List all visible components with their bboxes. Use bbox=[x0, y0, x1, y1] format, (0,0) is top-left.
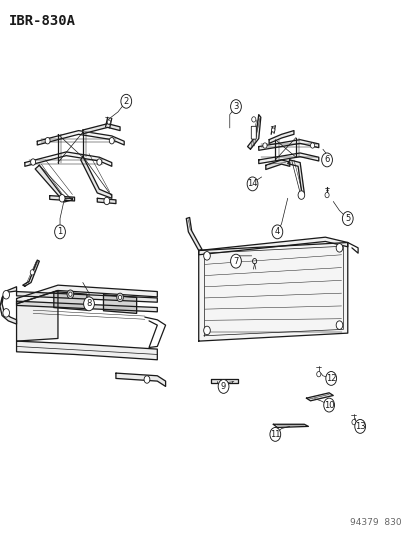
Circle shape bbox=[69, 292, 72, 296]
Text: 4: 4 bbox=[274, 228, 279, 236]
Polygon shape bbox=[17, 290, 58, 341]
Text: 2: 2 bbox=[123, 97, 128, 106]
Polygon shape bbox=[186, 217, 202, 251]
Circle shape bbox=[323, 398, 334, 412]
Circle shape bbox=[55, 225, 65, 239]
Polygon shape bbox=[258, 153, 318, 164]
Circle shape bbox=[59, 195, 65, 202]
Text: IBR-830A: IBR-830A bbox=[9, 14, 76, 28]
Polygon shape bbox=[0, 287, 17, 324]
Circle shape bbox=[203, 326, 210, 335]
Circle shape bbox=[109, 138, 114, 144]
Circle shape bbox=[354, 419, 365, 433]
Circle shape bbox=[97, 159, 102, 165]
Circle shape bbox=[107, 120, 110, 124]
Circle shape bbox=[325, 372, 336, 385]
Circle shape bbox=[342, 212, 352, 225]
Polygon shape bbox=[37, 131, 124, 145]
Text: 11: 11 bbox=[269, 430, 280, 439]
FancyBboxPatch shape bbox=[251, 126, 256, 139]
Circle shape bbox=[30, 270, 34, 275]
Circle shape bbox=[3, 309, 9, 317]
Circle shape bbox=[45, 138, 50, 144]
Polygon shape bbox=[35, 165, 72, 202]
Polygon shape bbox=[83, 124, 120, 134]
Text: 7: 7 bbox=[233, 257, 238, 265]
Circle shape bbox=[218, 379, 228, 393]
Circle shape bbox=[31, 159, 36, 165]
Text: 8: 8 bbox=[86, 300, 91, 308]
Polygon shape bbox=[23, 260, 39, 286]
Polygon shape bbox=[25, 152, 112, 166]
Circle shape bbox=[297, 191, 304, 199]
Circle shape bbox=[144, 376, 150, 383]
Polygon shape bbox=[97, 198, 116, 204]
Text: 12: 12 bbox=[325, 374, 336, 383]
Text: 94379  830: 94379 830 bbox=[349, 518, 401, 527]
Polygon shape bbox=[116, 373, 165, 386]
Polygon shape bbox=[17, 292, 157, 302]
Circle shape bbox=[104, 197, 109, 205]
Text: 1: 1 bbox=[57, 228, 62, 236]
Circle shape bbox=[3, 290, 9, 299]
Text: 14: 14 bbox=[247, 180, 257, 188]
Polygon shape bbox=[265, 160, 289, 169]
Polygon shape bbox=[198, 243, 347, 341]
Circle shape bbox=[310, 143, 314, 148]
Text: 10: 10 bbox=[323, 401, 334, 409]
Polygon shape bbox=[17, 301, 157, 312]
Polygon shape bbox=[247, 115, 260, 149]
Circle shape bbox=[203, 252, 210, 260]
Circle shape bbox=[321, 153, 332, 167]
Circle shape bbox=[316, 372, 320, 377]
Circle shape bbox=[230, 254, 241, 268]
Circle shape bbox=[262, 143, 266, 148]
Polygon shape bbox=[81, 156, 112, 198]
Circle shape bbox=[251, 117, 255, 122]
Circle shape bbox=[269, 427, 280, 441]
Circle shape bbox=[230, 100, 241, 114]
Circle shape bbox=[335, 244, 342, 252]
Polygon shape bbox=[287, 160, 304, 196]
Circle shape bbox=[118, 295, 121, 300]
Circle shape bbox=[116, 293, 123, 302]
Polygon shape bbox=[50, 196, 74, 201]
Circle shape bbox=[324, 192, 328, 198]
Polygon shape bbox=[306, 393, 332, 401]
Circle shape bbox=[121, 94, 131, 108]
Polygon shape bbox=[211, 379, 237, 383]
Text: 9: 9 bbox=[221, 382, 225, 391]
Circle shape bbox=[351, 419, 355, 425]
Polygon shape bbox=[54, 292, 87, 310]
Circle shape bbox=[67, 290, 74, 298]
Polygon shape bbox=[268, 131, 293, 143]
Circle shape bbox=[271, 225, 282, 239]
Polygon shape bbox=[273, 424, 308, 427]
Circle shape bbox=[271, 128, 274, 132]
Polygon shape bbox=[17, 285, 157, 304]
Circle shape bbox=[335, 321, 342, 329]
Text: 5: 5 bbox=[344, 214, 349, 223]
Text: 13: 13 bbox=[354, 422, 365, 431]
Text: 3: 3 bbox=[233, 102, 238, 111]
Text: 6: 6 bbox=[324, 156, 329, 164]
Polygon shape bbox=[198, 237, 347, 255]
Circle shape bbox=[247, 177, 257, 191]
Polygon shape bbox=[103, 295, 136, 313]
Polygon shape bbox=[17, 341, 157, 360]
Circle shape bbox=[83, 297, 94, 311]
Polygon shape bbox=[258, 140, 318, 150]
